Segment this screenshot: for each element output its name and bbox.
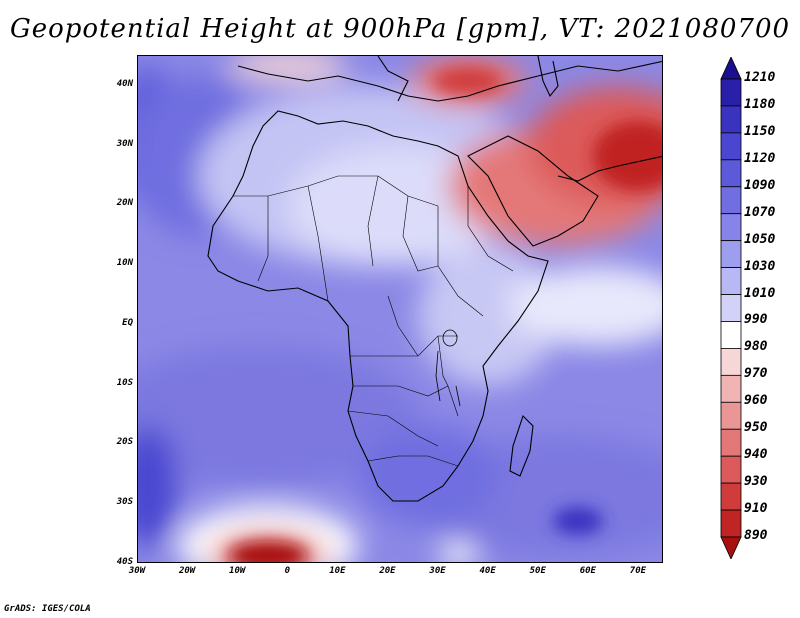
colorbar-level-label: 1120: [744, 150, 776, 166]
lat-tick-label: EQ: [122, 317, 133, 328]
lon-tick-label: 10W: [229, 566, 246, 576]
colorbar-level-label: 1150: [744, 123, 776, 139]
colorbar-swatch: [720, 455, 742, 484]
colorbar-level-label: 990: [744, 312, 768, 328]
colorbar-swatch: [720, 536, 742, 559]
grads-credit: GrADS: IGES/COLA: [4, 604, 91, 614]
colorbar-swatch: [720, 132, 742, 161]
colorbar-level-label: 980: [744, 339, 768, 355]
colorbar-swatch: [720, 321, 742, 349]
coastlines: [207, 56, 662, 502]
colorbar-swatch: [720, 428, 742, 457]
geopotential-map: [138, 56, 662, 562]
colorbar-level-label: 1090: [744, 177, 776, 193]
lon-tick-label: 50E: [529, 566, 546, 576]
colorbar-level-label: 1180: [744, 96, 776, 112]
colorbar-swatch: [720, 78, 742, 107]
lat-tick-label: 30S: [116, 497, 133, 508]
colorbar-swatch: [720, 401, 742, 430]
colorbar-swatch: [720, 105, 742, 134]
lat-tick-label: 20N: [116, 198, 133, 209]
lon-tick-label: 10E: [329, 566, 346, 576]
map-panel: [137, 55, 663, 563]
colorbar-swatch: [720, 374, 742, 403]
colorbar-level-label: 960: [744, 393, 768, 409]
height-field: [138, 56, 662, 562]
lon-tick-label: 20W: [178, 566, 196, 576]
colorbar-level-label: 1210: [744, 70, 776, 85]
colorbar-swatch: [720, 213, 742, 242]
lon-tick-label: 40E: [479, 566, 496, 576]
map-title: Geopotential Height at 900hPa [gpm], VT:…: [9, 14, 791, 44]
lat-tick-label: 10S: [116, 377, 133, 388]
colorbar-level-label: 890: [744, 528, 768, 543]
lon-tick-label: 70E: [629, 566, 647, 576]
colorbar: [720, 57, 742, 559]
colorbar-level-label: 930: [744, 474, 768, 490]
colorbar-level-label: 970: [744, 366, 768, 382]
colorbar-level-label: 1010: [744, 285, 776, 301]
lat-tick-label: 40N: [116, 78, 133, 89]
colorbar-level-label: 1030: [744, 258, 776, 274]
colorbar-swatch: [720, 294, 742, 322]
lat-tick-label: 40S: [116, 557, 133, 567]
lon-tick-label: 20E: [379, 566, 396, 576]
lon-tick-label: 30W: [128, 566, 146, 576]
colorbar-level-label: 910: [744, 501, 768, 517]
lon-tick-label: 60E: [579, 566, 596, 576]
colorbar-level-label: 940: [744, 447, 768, 463]
colorbar-swatch: [720, 186, 742, 215]
lon-tick-label: 0: [284, 566, 290, 576]
colorbar-swatch: [720, 240, 742, 268]
colorbar-swatch: [720, 57, 742, 80]
lakes: [435, 329, 461, 407]
colorbar-swatch: [720, 348, 742, 376]
colorbar-level-label: 1050: [744, 231, 776, 247]
colorbar-swatch: [720, 509, 742, 538]
colorbar-level-label: 1070: [744, 204, 776, 220]
lat-tick-label: 10N: [116, 258, 133, 269]
colorbar-swatch: [720, 267, 742, 295]
lat-tick-label: 20S: [116, 437, 133, 448]
lon-tick-label: 30E: [429, 566, 446, 576]
colorbar-swatch: [720, 159, 742, 188]
colorbar-swatch: [720, 482, 742, 511]
colorbar-level-label: 950: [744, 420, 768, 436]
lat-tick-label: 30N: [116, 138, 133, 149]
